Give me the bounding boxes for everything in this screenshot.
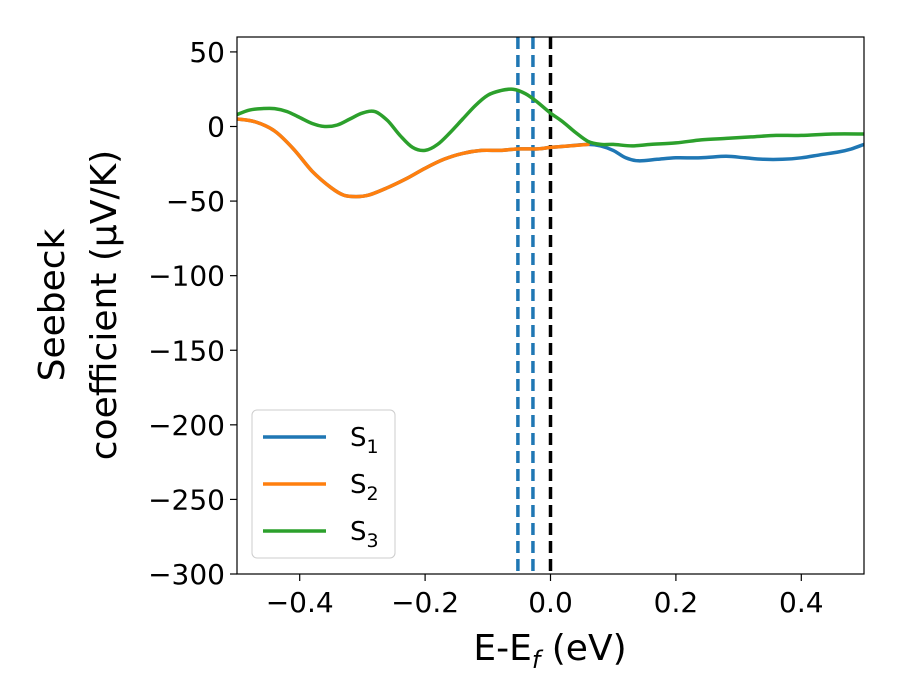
legend-label-s1: S1	[350, 423, 379, 458]
y-axis-title-line2: coefficient (μV/K)	[84, 150, 125, 460]
y-tick-label: −200	[148, 409, 225, 442]
y-tick-label: 0	[207, 111, 225, 144]
x-axis-ticks: −0.4 −0.2 0.0 0.2 0.4	[266, 574, 824, 619]
y-axis-title-line1: Seebeck	[32, 228, 73, 381]
series-line-s3	[237, 87, 864, 153]
x-tick-label: 0.4	[779, 586, 824, 619]
x-axis-title-unit: (eV)	[552, 628, 627, 669]
legend-label-s2: S2	[350, 470, 379, 505]
legend: S1 S2 S3	[251, 409, 396, 559]
x-axis-title-main: E-E	[473, 628, 531, 669]
x-tick-label: −0.4	[266, 586, 334, 619]
x-axis-title: E-Ef (eV)	[473, 628, 626, 674]
series-lines	[237, 87, 864, 199]
y-tick-label: −250	[148, 483, 225, 516]
y-axis-title: Seebeck coefficient (μV/K)	[32, 150, 125, 460]
x-tick-label: 0.0	[528, 586, 573, 619]
y-tick-label: −50	[166, 185, 225, 218]
y-tick-label: −300	[148, 558, 225, 591]
series-line-s2	[237, 117, 590, 199]
y-tick-label: −100	[148, 260, 225, 293]
legend-label-s3: S3	[350, 517, 379, 552]
x-tick-label: 0.2	[654, 586, 699, 619]
y-tick-label: 50	[189, 36, 225, 69]
y-tick-label: −150	[148, 334, 225, 367]
y-axis-ticks: 50 0 −50 −100 −150 −200 −250 −300	[148, 36, 237, 591]
x-tick-label: −0.2	[391, 586, 459, 619]
